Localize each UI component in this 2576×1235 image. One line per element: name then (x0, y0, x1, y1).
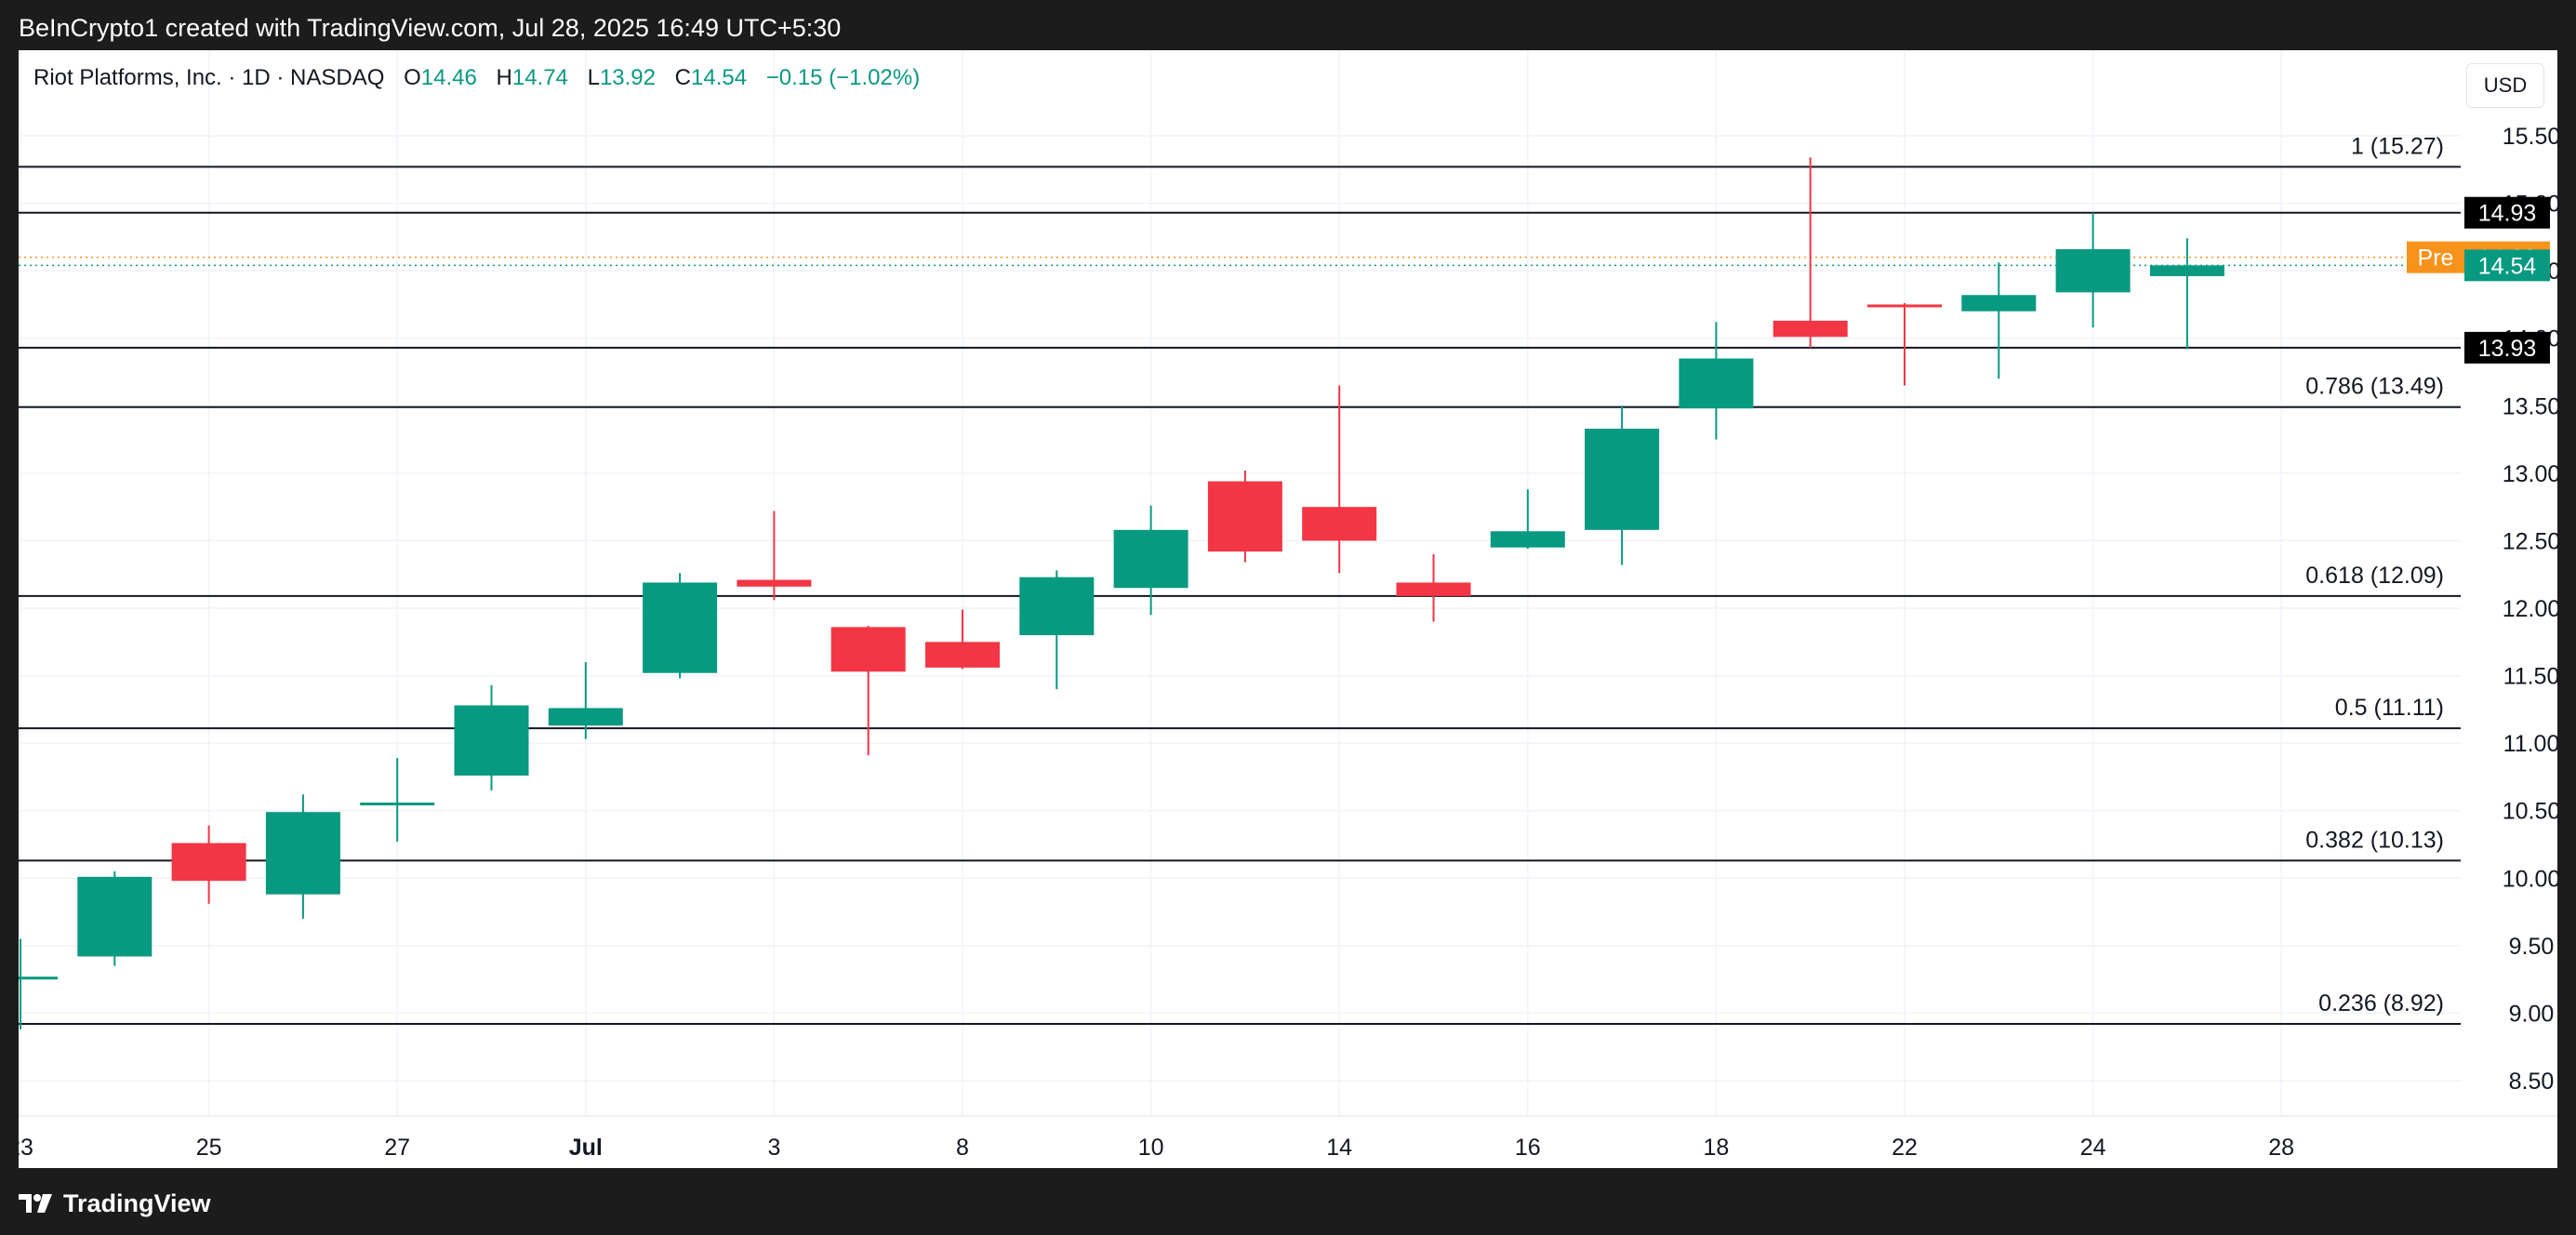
x-tick-label: 14 (1326, 1135, 1352, 1161)
candle-body (1396, 582, 1471, 596)
y-tick-label: 11.50 (2503, 664, 2557, 690)
candle-body (1113, 529, 1188, 589)
low-label: L (587, 65, 600, 90)
y-tick-label: 13.00 (2503, 461, 2557, 487)
pre-tag-label: Pre (2418, 246, 2454, 272)
x-tick-label: 23 (19, 1135, 33, 1161)
price-tag-box (2464, 196, 2550, 229)
x-tick-label: 24 (2080, 1135, 2106, 1161)
price-tag-label: 14.93 (2478, 201, 2537, 227)
y-tick-label: 12.00 (2503, 596, 2557, 622)
change-value: −0.15 (−1.02%) (765, 65, 921, 90)
candle-body (1019, 577, 1095, 636)
price-tag-label: 13.93 (2478, 336, 2537, 362)
x-tick-label: 8 (956, 1135, 969, 1161)
candle-body (2055, 248, 2131, 293)
candle-body (77, 876, 153, 957)
x-tick-label: 22 (1892, 1135, 1918, 1161)
candle-body (454, 705, 529, 776)
y-tick-label: 12.50 (2503, 528, 2557, 554)
candle-body (830, 627, 906, 672)
y-tick-label: 13.50 (2503, 393, 2557, 419)
low-value: 13.92 (599, 65, 656, 90)
open-value: 14.46 (420, 65, 477, 90)
y-tick-label: 8.50 (2509, 1069, 2555, 1095)
candle-body (1679, 358, 1754, 409)
x-tick-label: 18 (1703, 1135, 1729, 1161)
tradingview-logo-icon (19, 1194, 52, 1213)
open-label: O (404, 65, 421, 90)
candle-body (2149, 265, 2224, 276)
price-tag-box (2464, 249, 2550, 282)
x-tick-label: 10 (1138, 1135, 1164, 1161)
currency-button[interactable]: USD (2466, 63, 2544, 108)
y-tick-label: 10.50 (2503, 799, 2557, 825)
candle-body (19, 976, 58, 980)
x-tick-label: 16 (1515, 1135, 1541, 1161)
fib-level-label: 0.786 (13.49) (2305, 374, 2444, 400)
fib-level-label: 1 (15.27) (2351, 133, 2444, 159)
price-tag-box (2464, 331, 2550, 364)
close-label: C (674, 65, 692, 90)
x-tick-label: 25 (196, 1135, 222, 1161)
fib-level-label: 0.5 (11.11) (2335, 695, 2444, 721)
y-tick-label: 15.50 (2503, 124, 2557, 150)
candle-body (1867, 304, 1942, 308)
candle-body (1585, 428, 1660, 530)
y-tick-label: 9.00 (2509, 1001, 2555, 1027)
candle-body (925, 642, 1000, 668)
candle-body (1961, 295, 2037, 312)
candle-body (1490, 531, 1565, 548)
candle-body (171, 843, 246, 882)
pre-tag-box (2407, 241, 2464, 273)
fib-levels: 1 (15.27) 0.786 (13.49) 0.618 (12.09) 0.5 (… (19, 133, 2461, 1026)
high-value: 14.74 (511, 65, 568, 90)
candle-body (1773, 320, 1848, 338)
candle-body (360, 803, 435, 806)
fib-level-label: 0.382 (10.13) (2305, 827, 2444, 853)
axes: 8.50 9.00 9.50 10.00 10.50 11.00 11.50 12.00 12.… (19, 124, 2557, 1161)
symbol-title[interactable]: Riot Platforms, Inc. · 1D · NASDAQ (33, 65, 385, 90)
brand-name: TradingView (63, 1189, 211, 1217)
candle-body (643, 582, 718, 673)
price-chart[interactable]: 1 (15.27) 0.786 (13.49) 0.618 (12.09) 0.5 (… (19, 50, 2557, 1168)
x-tick-label: 3 (767, 1135, 780, 1161)
candle-body (265, 812, 340, 895)
candle-body (737, 579, 812, 587)
candle-body (1207, 481, 1282, 552)
fib-level-label: 0.618 (12.09) (2305, 563, 2444, 589)
chart-panel[interactable]: 1 (15.27) 0.786 (13.49) 0.618 (12.09) 0.5 (… (19, 50, 2557, 1168)
candle-body (548, 708, 623, 726)
high-label: H (496, 65, 512, 90)
fib-level-label: 0.236 (8.92) (2318, 990, 2444, 1016)
y-tick-label: 9.50 (2509, 934, 2555, 960)
y-tick-label: 11.00 (2503, 731, 2557, 757)
x-tick-label: 27 (384, 1135, 410, 1161)
candle-body (1302, 507, 1377, 541)
x-tick-label: Jul (569, 1135, 603, 1161)
y-tick-label: 10.00 (2503, 866, 2557, 892)
x-tick-label: 28 (2268, 1135, 2294, 1161)
tradingview-brand[interactable]: TradingView (19, 1187, 211, 1220)
chart-caption: BeInCrypto1 created with TradingView.com… (19, 14, 842, 42)
grid (19, 50, 2461, 1116)
candles (19, 157, 2224, 1029)
ohlc-legend: Riot Platforms, Inc. · 1D · NASDAQ O14.4… (33, 63, 920, 93)
price-tag-label: 14.54 (2478, 253, 2537, 279)
close-value: 14.54 (691, 65, 748, 90)
